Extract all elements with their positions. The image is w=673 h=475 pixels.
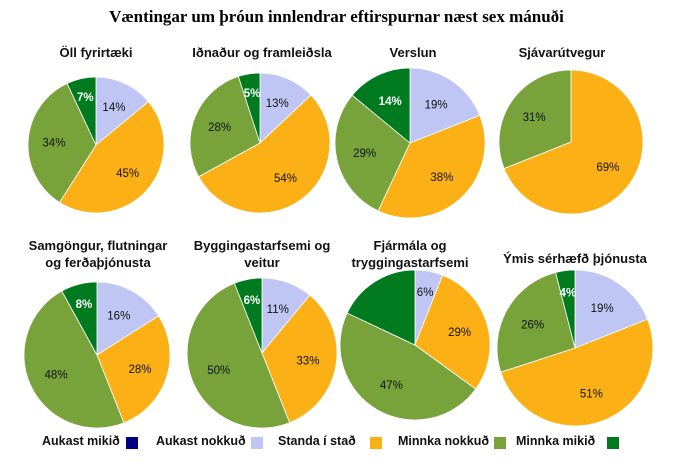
- pie-slice-label: 47%: [380, 380, 403, 392]
- pie-slice: [96, 281, 160, 356]
- pie-slice: [259, 72, 312, 144]
- pie-slice-label: 31%: [523, 112, 546, 124]
- pie-title-line: Byggingastarfsemi og: [193, 238, 331, 253]
- pie-slice-label: 6%: [244, 295, 261, 307]
- pie-slice: [503, 69, 644, 215]
- legend-label-aukast-mikid: Aukast mikið: [42, 434, 120, 448]
- pie-slice: [95, 76, 149, 146]
- legend-swatch-standa: [370, 437, 382, 449]
- pie-slice-label: 48%: [45, 369, 68, 381]
- legend: Aukast mikið Aukast nokkuð Standa í stað…: [0, 434, 673, 454]
- pie-slice: [339, 312, 477, 421]
- pie-slice-label: 38%: [430, 172, 453, 184]
- pie-slice-label: 34%: [42, 137, 65, 149]
- pie-chart: 19% 38% 29% 14%: [334, 67, 486, 219]
- legend-label-aukast-nokkud: Aukast nokkuð: [156, 434, 246, 448]
- pie-title: Iðnaður og framleiðsla: [172, 44, 352, 61]
- pie-slice: [189, 75, 261, 178]
- pie-slice: [66, 76, 97, 146]
- pie-title-line: Fjármála og: [373, 238, 447, 253]
- legend-swatch-aukast-nokkud: [251, 437, 263, 449]
- pie-slice-label: 16%: [107, 310, 130, 322]
- pie-slice: [351, 67, 411, 144]
- pie-slice: [59, 101, 165, 214]
- pie-slice-label: 50%: [207, 365, 230, 377]
- pie-title-line: og ferðaþjónusta: [45, 255, 151, 270]
- pie-slice-label: 6%: [417, 287, 434, 299]
- pie-title-line: Ýmis sérhæfð þjónusta: [503, 251, 647, 266]
- pie-title-line: tryggingastarfsemi: [351, 255, 469, 270]
- pie-title: Fjármála og tryggingastarfsemi: [325, 237, 495, 271]
- chart-title: Væntingar um þróun innlendrar eftirspurn…: [109, 7, 564, 26]
- pie-title-line: veitur: [244, 255, 280, 270]
- pie-slice: [498, 69, 572, 170]
- pie-slice: [198, 94, 331, 214]
- pie-chart: 11% 33% 50% 6%: [186, 277, 338, 429]
- pie-slice-label: 5%: [244, 88, 261, 100]
- pie-slice: [27, 82, 97, 203]
- pie-slice-label: 4%: [560, 287, 577, 299]
- pie-slice-label: 51%: [580, 389, 603, 401]
- legend-label-standa: Standa í stað: [278, 434, 356, 448]
- pie-slice-label: 14%: [102, 102, 125, 114]
- pie-slice-label: 54%: [274, 173, 297, 185]
- pie-slice: [237, 72, 261, 144]
- pie-chart: 13% 54% 28% 5%: [189, 72, 331, 214]
- legend-label-minnka-nokkud: Minnka nokkuð: [398, 434, 489, 448]
- pie-slice-label: 7%: [77, 92, 94, 104]
- pie-slice: [346, 269, 416, 346]
- pie-slice-label: 13%: [266, 98, 289, 110]
- pie-slice-label: 14%: [379, 96, 402, 108]
- pie-title-line: Iðnaður og framleiðsla: [192, 45, 332, 60]
- legend-swatch-aukast-mikid: [126, 437, 138, 449]
- pie-slice: [555, 269, 576, 349]
- pie-slice-label: 45%: [116, 168, 139, 180]
- pie-title: Ýmis sérhæfð þjónusta: [480, 250, 670, 267]
- pie-slice-label: 33%: [296, 355, 319, 367]
- pie-slice: [233, 277, 263, 354]
- pie-title-line: Samgöngur, flutningar: [28, 238, 168, 253]
- pie-slice-label: 26%: [521, 320, 544, 332]
- pie-slice: [574, 269, 649, 349]
- pie-title: Verslun: [343, 44, 483, 61]
- pie-slice: [96, 315, 171, 424]
- pie-slice: [500, 318, 654, 427]
- pie-slice: [334, 94, 411, 212]
- pie-slice-label: 29%: [353, 148, 376, 160]
- pie-slice-label: 11%: [267, 304, 289, 316]
- pie-slice: [496, 271, 576, 373]
- pie-slice: [61, 281, 98, 356]
- pie-slice-label: 28%: [208, 122, 231, 134]
- pie-slice-label: 29%: [448, 327, 471, 339]
- pie-title: Öll fyrirtæki: [16, 44, 176, 61]
- pie-slice-label: 19%: [425, 100, 448, 112]
- pie-slice: [377, 114, 486, 219]
- pie-slice: [409, 67, 481, 144]
- pie-title-line: Verslun: [389, 45, 437, 60]
- legend-swatch-minnka-mikid: [607, 437, 619, 449]
- pie-chart: 16% 28% 48% 8%: [23, 281, 171, 429]
- pie-title: Byggingastarfsemi og veitur: [172, 237, 352, 271]
- pie-slice: [414, 274, 491, 390]
- pie-title: Sjávarútvegur: [492, 44, 632, 61]
- pie-slice-label: 28%: [129, 364, 152, 376]
- pie-slice-label: 69%: [596, 162, 619, 174]
- pie-chart: 6% 29% 47%: [339, 269, 491, 421]
- legend-swatch-minnka-nokkud: [494, 437, 506, 449]
- pie-title: Samgöngur, flutningar og ferðaþjónusta: [8, 237, 188, 271]
- pie-chart: 19% 51% 26% 4%: [496, 269, 654, 427]
- pie-title-line: Öll fyrirtæki: [59, 45, 133, 60]
- pie-slice-label: 19%: [591, 303, 614, 315]
- pie-title-line: Sjávarútvegur: [518, 45, 606, 60]
- pie-slice: [261, 294, 338, 424]
- pie-chart: 69% 31%: [498, 69, 644, 215]
- pie-slice: [186, 282, 291, 429]
- pie-slice-label: 8%: [76, 299, 93, 311]
- pie-chart: 14% 45% 34% 7%: [27, 76, 165, 214]
- legend-label-minnka-mikid: Minnka mikið: [516, 434, 596, 448]
- pie-slice: [23, 290, 125, 429]
